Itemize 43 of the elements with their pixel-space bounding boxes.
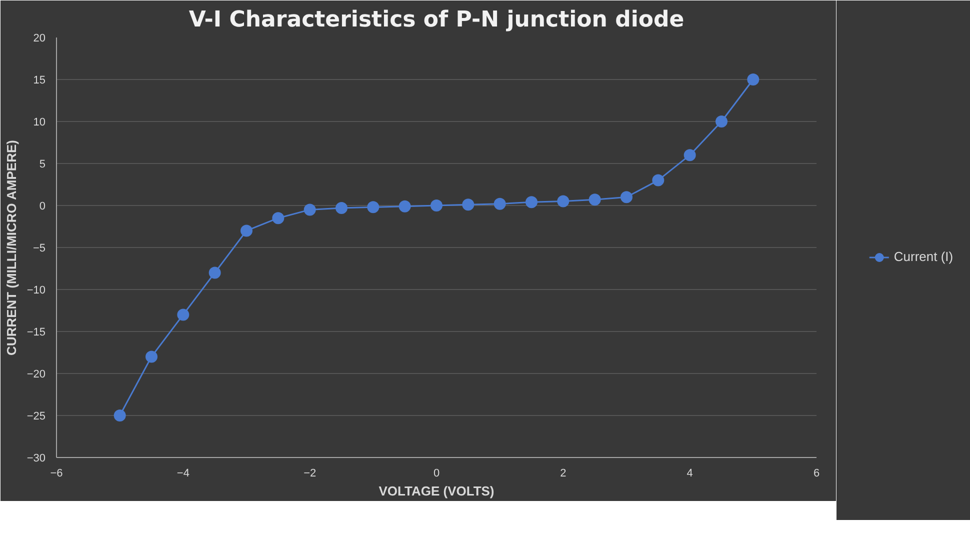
point [146, 350, 158, 363]
y-tick-label: −20 [26, 368, 46, 380]
y-tick-label: −5 [32, 242, 46, 254]
point [398, 200, 411, 212]
point [747, 74, 760, 86]
y-tick-label: −30 [26, 452, 46, 464]
y-tick-label: −25 [26, 410, 46, 422]
point [114, 410, 126, 422]
chart-title: V-I Characteristics of P-N junction diode [188, 8, 684, 32]
point [304, 204, 316, 216]
point [716, 116, 728, 128]
y-tick-label: −15 [26, 326, 46, 338]
x-tick-label: −4 [176, 468, 190, 480]
y-tick-label: 15 [33, 74, 46, 86]
x-tick-label: −6 [50, 468, 63, 480]
point [684, 149, 696, 162]
point [336, 202, 348, 214]
x-tick-label: −2 [304, 468, 316, 480]
point [620, 191, 632, 204]
y-tick-label: 0 [39, 200, 46, 212]
x-tick-label: 4 [686, 468, 693, 480]
point [272, 212, 284, 224]
point [430, 200, 442, 212]
point [240, 224, 252, 237]
point [652, 174, 664, 186]
y-tick-label: −10 [26, 284, 46, 296]
x-axis-title: VOLTAGE (VOLTS) [378, 484, 494, 498]
y-tick-label: 10 [33, 116, 46, 128]
point [494, 198, 506, 210]
point [367, 201, 380, 214]
point [462, 198, 474, 211]
legend-label: Current (I) [894, 249, 954, 264]
point [588, 194, 601, 206]
point [526, 196, 538, 208]
point [208, 266, 221, 279]
point [557, 195, 570, 208]
x-tick-label: 2 [560, 468, 566, 480]
point [177, 308, 190, 321]
y-tick-label: 20 [33, 32, 46, 44]
y-axis-title: CURRENT (MILLI/MICRO AMPERE) [4, 140, 19, 356]
x-tick-label: 6 [813, 468, 820, 480]
y-tick-label: 5 [39, 158, 46, 170]
x-tick-label: 0 [433, 468, 440, 480]
